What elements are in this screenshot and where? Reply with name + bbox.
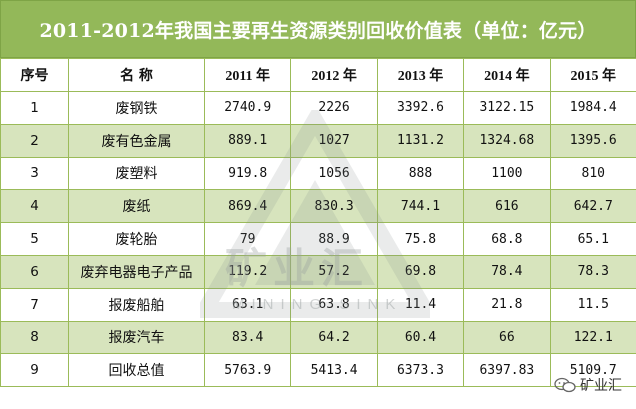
row-name: 废有色金属 [68,123,205,158]
header-2015: 2015 年 [549,58,636,92]
value-2014: 6397.83 [463,353,551,388]
value-2014: 78.4 [463,254,551,289]
value-2011: 2740.9 [203,91,292,125]
value-2013: 11.4 [376,287,465,322]
brand-badge: 矿业汇 [554,375,622,395]
value-2014: 1100 [463,156,551,191]
recycling-value-table: 序号 名 称 2011 年 2012 年 2013 年 2014 年 2015 … [0,58,636,388]
value-2015: 122.1 [549,320,636,355]
table-row: 1 废钢铁 2740.9 2226 3392.6 3122.15 1984.4 [0,91,636,125]
value-2011: 83.4 [203,320,292,355]
table-row: 2 废有色金属 889.1 1027 1131.2 1324.68 1395.6 [0,123,636,158]
value-2012: 2226 [290,91,378,125]
row-name: 回收总值 [68,353,205,388]
row-seq: 4 [0,189,69,224]
row-seq: 8 [0,320,69,355]
value-2011: 869.4 [203,189,292,224]
value-2011: 5763.9 [203,353,292,388]
value-2013: 3392.6 [376,91,465,125]
wechat-icon [554,377,576,393]
value-2015: 1984.4 [549,91,636,125]
value-2014: 21.8 [463,287,551,322]
value-2012: 57.2 [290,254,378,289]
row-seq: 9 [0,353,69,388]
value-2015: 810 [549,156,636,191]
row-name: 废塑料 [68,156,205,191]
row-name: 废纸 [68,189,205,224]
row-name: 废轮胎 [68,222,205,256]
row-seq: 2 [0,123,69,158]
value-2015: 78.3 [549,254,636,289]
header-2011: 2011 年 [203,58,292,92]
table-row: 7 报废船舶 63.1 63.8 11.4 21.8 11.5 [0,287,636,322]
table-title: 2011-2012年我国主要再生资源类别回收价值表（单位：亿元） [0,0,636,58]
value-2015: 11.5 [549,287,636,322]
header-2014: 2014 年 [463,58,551,92]
value-2013: 75.8 [376,222,465,256]
value-2013: 60.4 [376,320,465,355]
value-2011: 119.2 [203,254,292,289]
row-seq: 3 [0,156,69,191]
value-2013: 1131.2 [376,123,465,158]
value-2014: 68.8 [463,222,551,256]
value-2012: 5413.4 [290,353,378,388]
value-2011: 919.8 [203,156,292,191]
value-2012: 830.3 [290,189,378,224]
row-name: 废弃电器电子产品 [68,254,205,289]
value-2012: 63.8 [290,287,378,322]
value-2014: 616 [463,189,551,224]
value-2015: 5109.7 [549,353,636,388]
row-seq: 5 [0,222,69,256]
value-2011: 63.1 [203,287,292,322]
table-row: 4 废纸 869.4 830.3 744.1 616 642.7 [0,189,636,224]
row-name: 废钢铁 [68,91,205,125]
table-row: 5 废轮胎 79 88.9 75.8 68.8 65.1 [0,222,636,256]
table-row: 9 回收总值 5763.9 5413.4 6373.3 6397.83 5109.7 [0,353,636,388]
row-name: 报废船舶 [68,287,205,322]
brand-label: 矿业汇 [580,378,622,394]
value-2012: 64.2 [290,320,378,355]
value-2014: 66 [463,320,551,355]
value-2011: 79 [203,222,292,256]
header-name: 名 称 [68,58,205,92]
value-2012: 88.9 [290,222,378,256]
value-2013: 6373.3 [376,353,465,388]
value-2014: 3122.15 [463,91,551,125]
value-2013: 69.8 [376,254,465,289]
row-name: 报废汽车 [68,320,205,355]
header-seq: 序号 [0,58,69,92]
value-2012: 1056 [290,156,378,191]
header-2012: 2012 年 [290,58,378,92]
value-2014: 1324.68 [463,123,551,158]
value-2013: 744.1 [376,189,465,224]
row-seq: 6 [0,254,69,289]
row-seq: 1 [0,91,69,125]
value-2012: 1027 [290,123,378,158]
header-row: 序号 名 称 2011 年 2012 年 2013 年 2014 年 2015 … [0,58,636,92]
value-2011: 889.1 [203,123,292,158]
value-2015: 65.1 [549,222,636,256]
table-row: 8 报废汽车 83.4 64.2 60.4 66 122.1 [0,320,636,355]
table-row: 6 废弃电器电子产品 119.2 57.2 69.8 78.4 78.3 [0,254,636,289]
row-seq: 7 [0,287,69,322]
value-2013: 888 [376,156,465,191]
value-2015: 642.7 [549,189,636,224]
header-2013: 2013 年 [376,58,465,92]
value-2015: 1395.6 [549,123,636,158]
table-row: 3 废塑料 919.8 1056 888 1100 810 [0,156,636,191]
